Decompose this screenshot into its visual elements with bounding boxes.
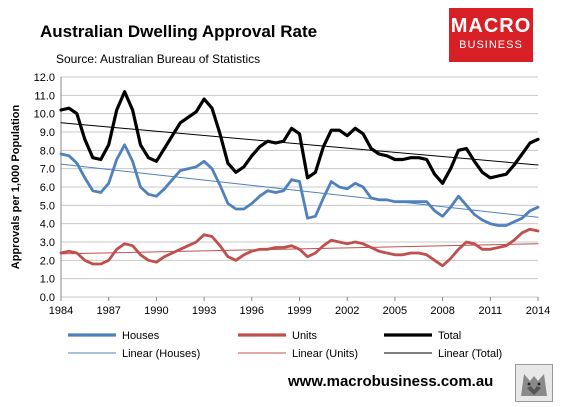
website-url: www.macrobusiness.com.au	[288, 373, 494, 390]
series-line-houses	[59, 143, 540, 227]
x-axis-ticks: 1984 1987 1990 1993 1996 1999 2002 2005 2008 2011…	[49, 297, 550, 317]
x-tick-label: 2008	[430, 305, 454, 317]
legend: Houses Units Total Linear (Houses) Linear (U…	[68, 330, 502, 360]
chart-title: Australian Dwelling Approval Rate	[40, 22, 318, 41]
y-axis-label: Approvals per 1,000 Population	[10, 105, 22, 270]
y-tick-label: 6.0	[40, 182, 55, 194]
chart-subtitle: Source: Australian Bureau of Statistics	[56, 52, 261, 66]
x-tick-label: 2011	[478, 305, 502, 317]
series-line-linear-total	[60, 122, 539, 166]
series-line-total	[59, 90, 540, 185]
x-tick-label: 2005	[383, 305, 407, 317]
series-line-linear-houses	[60, 163, 539, 218]
y-tick-label: 5.0	[40, 200, 55, 212]
legend-label: Linear (Houses)	[122, 348, 200, 360]
brand-line-2: BUSINESS	[459, 39, 523, 51]
brand-line-1: MACRO	[450, 15, 532, 37]
y-tick-label: 0.0	[40, 292, 55, 304]
legend-label: Linear (Total)	[438, 348, 502, 360]
x-tick-label: 2002	[335, 305, 359, 317]
x-tick-label: 1984	[49, 305, 73, 317]
legend-label: Units	[292, 330, 318, 342]
y-tick-label: 8.0	[40, 145, 55, 157]
y-tick-label: 1.0	[40, 274, 55, 286]
macrobusiness-logo: MACRO BUSINESS	[449, 8, 533, 62]
y-tick-label: 10.0	[34, 109, 55, 121]
wolf-logo-icon	[515, 364, 553, 402]
y-tick-label: 7.0	[40, 164, 55, 176]
x-tick-label: 1987	[96, 305, 120, 317]
legend-label: Houses	[122, 330, 160, 342]
x-tick-label: 1990	[144, 305, 168, 317]
y-tick-label: 4.0	[40, 219, 55, 231]
x-tick-label: 1993	[192, 305, 216, 317]
y-tick-label: 11.0	[34, 90, 55, 102]
x-tick-label: 1999	[287, 305, 311, 317]
legend-label: Linear (Units)	[292, 348, 358, 360]
x-tick-label: 2014	[526, 305, 550, 317]
legend-label: Total	[438, 330, 461, 342]
y-tick-label: 9.0	[40, 127, 55, 139]
y-tick-label: 2.0	[40, 255, 55, 267]
y-tick-label: 12.0	[34, 72, 55, 84]
series-line-units	[59, 227, 540, 268]
y-tick-label: 3.0	[40, 237, 55, 249]
y-axis-ticks: 0.0 1.0 2.0 3.0 4.0 5.0 6.0 7.0 8.0 9.0 10.0 11.0 12…	[34, 72, 55, 304]
x-tick-label: 1996	[240, 305, 264, 317]
series-lines	[59, 90, 540, 268]
